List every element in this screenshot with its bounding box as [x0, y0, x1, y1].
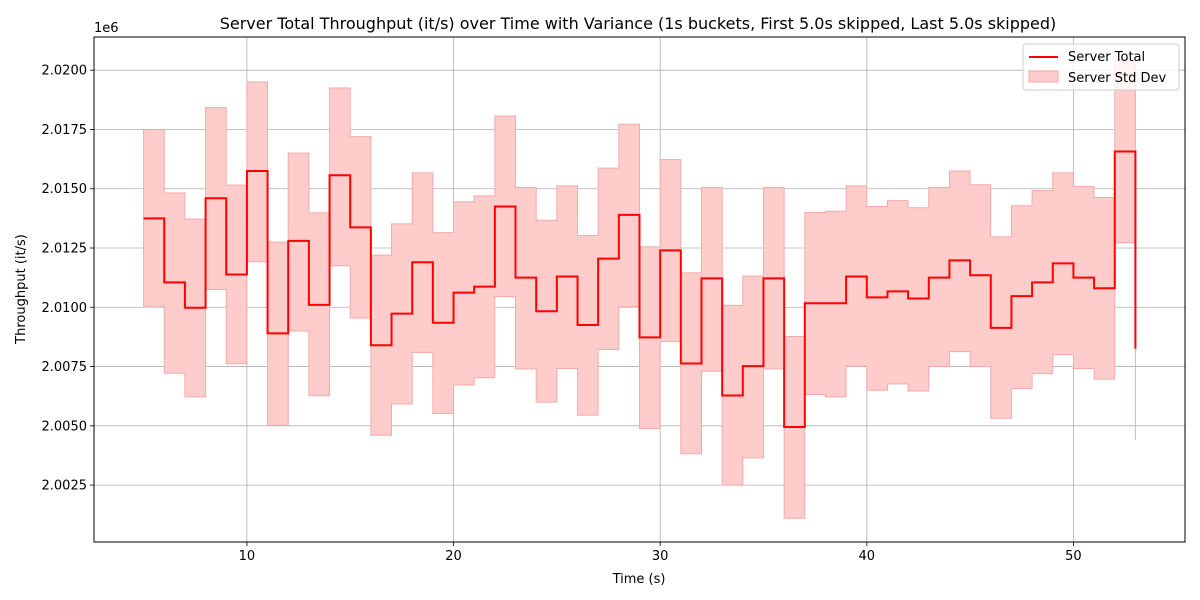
y-tick-label: 2.0200: [42, 64, 88, 79]
legend-box: [1022, 43, 1180, 91]
x-tick-label: 20: [445, 549, 462, 564]
x-axis-label: Time (s): [612, 572, 666, 587]
y-tick-label: 2.0175: [42, 123, 88, 138]
y-axis-label: Throughput (it/s): [14, 234, 29, 345]
x-tick-label: 40: [859, 549, 876, 564]
x-tick-label: 10: [239, 549, 256, 564]
legend-swatch-std-dev: [1028, 70, 1059, 83]
x-axis-ticks: 10 20 30 40 50: [239, 542, 1082, 564]
legend-label-std-dev: Server Std Dev: [1068, 71, 1167, 86]
y-tick-label: 2.0150: [42, 182, 88, 197]
series-lines: [143, 150, 1137, 429]
plot-frame: [93, 36, 1186, 543]
legend: Server Total Server Std Dev: [1022, 43, 1180, 91]
legend-label-server-total: Server Total: [1068, 50, 1145, 65]
series-line-server-total: [143, 150, 1137, 429]
y-tick-label: 2.0050: [42, 419, 88, 434]
x-tick-label: 30: [652, 549, 669, 564]
chart-title: Server Total Throughput (it/s) over Time…: [220, 14, 1057, 33]
y-tick-label: 2.0075: [42, 360, 88, 375]
y-offset-label: 1e6: [94, 21, 119, 36]
y-axis-ticks: 2.0025 2.0050 2.0075 2.0100 2.0125 2.0150 2.01…: [42, 64, 94, 494]
y-tick-label: 2.0100: [42, 301, 88, 316]
y-tick-label: 2.0025: [42, 479, 88, 494]
y-tick-label: 2.0125: [42, 242, 88, 257]
x-tick-label: 50: [1065, 549, 1082, 564]
